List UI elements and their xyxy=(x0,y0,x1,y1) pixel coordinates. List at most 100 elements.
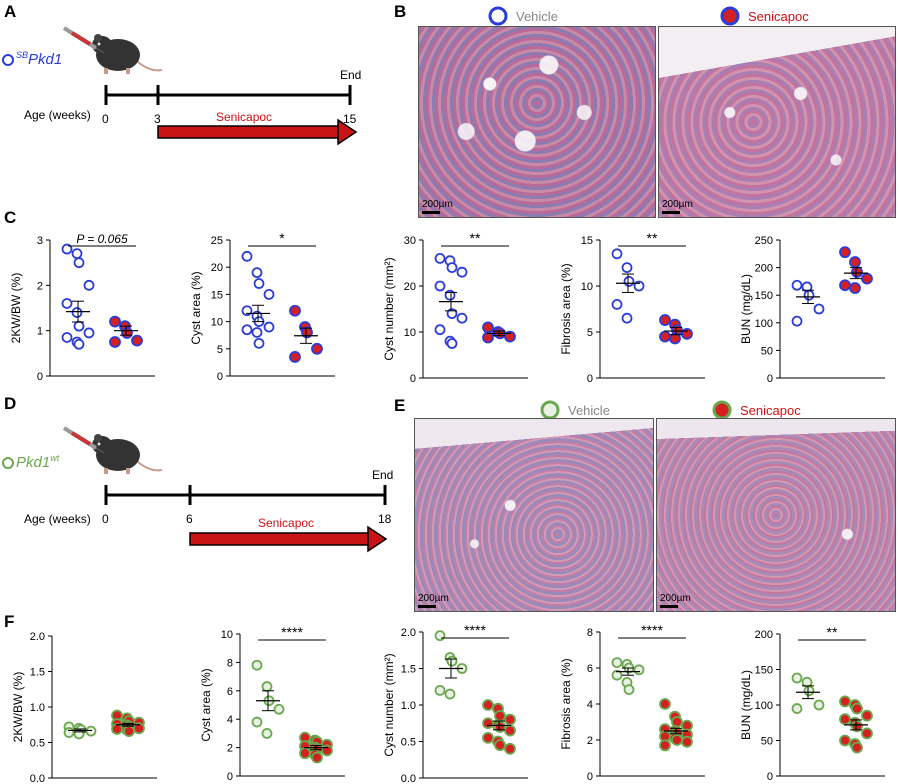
senicapoc-point xyxy=(299,747,311,760)
vehicle-point xyxy=(273,703,285,715)
timeline-a xyxy=(2,26,358,146)
model-label-d: Pkd1wt xyxy=(16,453,60,471)
tick-d-2: 18 xyxy=(378,512,392,526)
senicapoc-point xyxy=(851,266,863,278)
mouse-icon xyxy=(92,34,163,74)
vehicle-point xyxy=(813,699,825,711)
vehicle-point xyxy=(444,688,456,700)
histology-senicapoc-wt: 200µm xyxy=(656,418,896,612)
y-tick-label: 8 xyxy=(587,627,593,639)
y-axis-label: 2KW/BW (%) xyxy=(9,273,23,344)
y-tick-label: 3 xyxy=(37,235,43,247)
y-tick-label: 4 xyxy=(587,699,593,711)
y-axis-label: Cyst number (mm²) xyxy=(382,653,396,756)
y-tick-label: 0 xyxy=(227,771,233,783)
y-tick-label: 250 xyxy=(755,235,773,247)
y-tick-label: 0 xyxy=(37,371,43,383)
y-tick-label: 0 xyxy=(410,373,416,385)
vehicle-point xyxy=(434,324,446,336)
y-tick-label: 6 xyxy=(587,663,593,675)
vehicle-point xyxy=(253,337,265,349)
senicapoc-point xyxy=(121,327,133,339)
y-tick-label: 50 xyxy=(761,736,773,748)
significance-label: **** xyxy=(281,624,303,640)
histology-vehicle-wt: 200µm xyxy=(414,418,654,612)
senicapoc-point xyxy=(504,330,516,343)
y-tick-label: 1.0 xyxy=(401,700,416,712)
senicapoc-point xyxy=(659,739,671,752)
vehicle-point xyxy=(611,248,623,260)
senicapoc-point xyxy=(482,731,494,744)
model-symbol-wt xyxy=(2,457,14,469)
senicapoc-point xyxy=(123,725,135,738)
senicapoc-point xyxy=(659,698,671,710)
y-tick-label: 5 xyxy=(217,344,223,356)
y-tick-label: 10 xyxy=(211,317,223,329)
vehicle-point xyxy=(633,664,645,676)
vehicle-point xyxy=(444,289,456,301)
senicapoc-point xyxy=(681,735,693,748)
tick-a-2: 15 xyxy=(343,112,357,126)
y-tick-label: 150 xyxy=(755,290,773,302)
y-tick-label: 15 xyxy=(211,289,223,301)
senicapoc-point xyxy=(111,723,123,735)
senicapoc-point xyxy=(659,314,671,326)
panel-letter-d: D xyxy=(4,394,17,413)
y-tick-label: 0.0 xyxy=(401,773,416,784)
vehicle-point xyxy=(791,703,803,714)
panel-letter-b: B xyxy=(394,2,407,21)
senicapoc-point xyxy=(289,351,301,363)
model-symbol-pkd xyxy=(2,54,14,66)
vehicle-point xyxy=(446,262,458,274)
vehicle-point xyxy=(251,267,263,279)
senicapoc-point xyxy=(861,272,873,285)
significance-label: P = 0.065 xyxy=(76,232,128,246)
vehicle-point xyxy=(63,727,75,738)
scale-bar: 200µm xyxy=(662,199,693,214)
chart-f4: 0 2 4 6 8 Fibrosis area (%) **** xyxy=(559,622,705,783)
senicapoc-point xyxy=(494,710,506,722)
y-axis-label: Cyst area (%) xyxy=(199,668,213,741)
significance-label: ** xyxy=(827,624,838,640)
legend-senicapoc-e: Senicapoc xyxy=(712,400,801,420)
vehicle-point xyxy=(623,684,635,695)
tick-d-1: 6 xyxy=(186,512,193,526)
y-axis-label: BUN (mg/dL) xyxy=(739,274,753,344)
syringe-icon xyxy=(62,426,105,454)
treatment-label-a: Senicapoc xyxy=(216,110,273,124)
senicapoc-point xyxy=(301,326,313,339)
y-axis-label: BUN (mg/dL) xyxy=(739,670,753,740)
vehicle-point xyxy=(73,257,85,269)
vehicle-point xyxy=(791,672,803,684)
vehicle-point xyxy=(791,315,803,327)
age-label-a: Age (weeks) xyxy=(24,108,91,122)
legend-vehicle-b: Vehicle xyxy=(488,6,558,26)
y-tick-label: 0.5 xyxy=(30,738,45,750)
y-tick-label: 1.5 xyxy=(30,667,45,679)
vehicle-point xyxy=(251,716,263,728)
model-label-a: SBPkd1 xyxy=(16,50,63,68)
senicapoc-point xyxy=(669,332,681,345)
y-tick-label: 15 xyxy=(581,235,593,247)
y-tick-label: 0 xyxy=(587,771,593,783)
senicapoc-point xyxy=(482,321,494,334)
y-tick-label: 10 xyxy=(221,629,233,641)
senicapoc-point xyxy=(659,330,671,343)
legend-vehicle-e: Vehicle xyxy=(540,400,610,420)
y-tick-label: 2 xyxy=(587,735,593,747)
chart-c1: 0 1 2 3 2KW/BW (%) P = 0.065 xyxy=(9,232,155,383)
vehicle-point xyxy=(241,250,253,262)
senicapoc-point xyxy=(289,304,301,317)
y-tick-label: 2.0 xyxy=(30,631,45,643)
y-tick-label: 4 xyxy=(227,714,233,726)
y-tick-label: 0 xyxy=(587,373,593,385)
vehicle-point xyxy=(446,338,458,349)
senicapoc-point xyxy=(482,331,494,344)
vehicle-point xyxy=(73,320,85,332)
senicapoc-point xyxy=(504,713,516,726)
vehicle-point xyxy=(434,252,446,264)
vehicle-point xyxy=(61,298,73,309)
tick-d-0: 0 xyxy=(102,512,109,526)
senicapoc-point xyxy=(681,327,693,340)
